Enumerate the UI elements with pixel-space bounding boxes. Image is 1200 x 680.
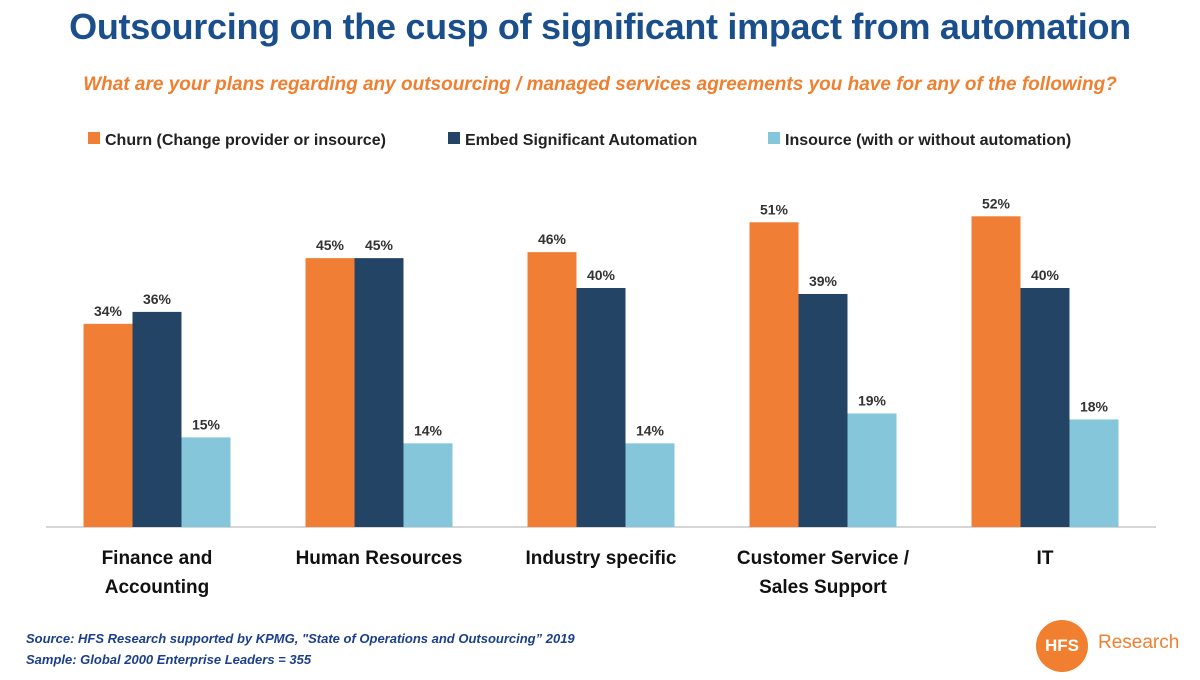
data-label: 34% <box>94 303 123 319</box>
legend-label: Churn (Change provider or insource) <box>105 132 386 149</box>
data-label: 52% <box>982 195 1011 211</box>
data-label: 45% <box>365 237 394 253</box>
bar <box>1069 419 1119 527</box>
data-label: 14% <box>636 422 665 438</box>
category-label: Finance and <box>102 548 213 569</box>
legend-swatch <box>448 132 460 144</box>
data-label: 14% <box>414 422 443 438</box>
sample-note: Sample: Global 2000 Enterprise Leaders =… <box>26 652 312 667</box>
bar <box>181 437 231 527</box>
category-label: Sales Support <box>759 577 887 598</box>
legend-label: Embed Significant Automation <box>465 132 697 149</box>
data-label: 36% <box>143 291 172 307</box>
chart-title: Outsourcing on the cusp of significant i… <box>69 6 1131 47</box>
bar <box>625 443 675 527</box>
data-label: 46% <box>538 231 567 247</box>
bar <box>576 287 626 527</box>
bar <box>305 258 355 527</box>
bar <box>1020 287 1070 527</box>
bar <box>83 323 133 527</box>
category-label: Customer Service / <box>737 548 910 569</box>
data-label: 39% <box>809 273 838 289</box>
data-label: 40% <box>587 267 616 283</box>
logo-word: Research <box>1098 632 1180 653</box>
category-label: Accounting <box>105 577 210 598</box>
legend-swatch <box>88 132 100 144</box>
bar <box>403 443 453 527</box>
data-label: 40% <box>1031 267 1060 283</box>
data-label: 15% <box>192 416 221 432</box>
bar <box>749 222 799 527</box>
data-label: 45% <box>316 237 345 253</box>
legend-swatch <box>768 132 780 144</box>
bar <box>354 258 404 527</box>
data-label: 18% <box>1080 398 1109 414</box>
source-note: Source: HFS Research supported by KPMG, … <box>26 631 575 646</box>
legend-label: Insource (with or without automation) <box>785 132 1071 149</box>
bar <box>971 216 1021 528</box>
bar <box>847 413 897 527</box>
logo-mark: HFS <box>1036 620 1088 672</box>
category-label: Industry specific <box>526 548 677 569</box>
category-label: IT <box>1037 548 1054 569</box>
bar <box>798 293 848 527</box>
category-label: Human Resources <box>296 548 463 569</box>
hfs-logo: HFS Research <box>1036 620 1196 672</box>
data-label: 51% <box>760 201 789 217</box>
bar-chart: Churn (Change provider or insource) Embed… <box>46 132 1156 598</box>
bar <box>132 311 182 527</box>
chart-subtitle: What are your plans regarding any outsou… <box>83 74 1117 95</box>
bar <box>527 252 577 527</box>
data-label: 19% <box>858 392 887 408</box>
